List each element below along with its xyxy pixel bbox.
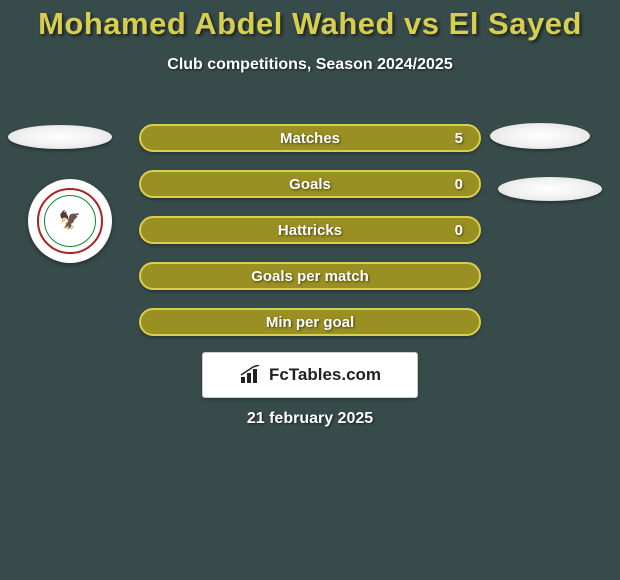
stat-bar-label: Min per goal [266,314,354,331]
subtitle: Club competitions, Season 2024/2025 [0,56,620,74]
club-badge: 🦅 [28,179,112,263]
stat-bar-value: 5 [455,130,463,147]
stat-bar: Hattricks 0 [139,216,481,244]
player-right-placeholder-2 [498,177,602,201]
stats-bars: Matches 5 Goals 0 Hattricks 0 Goals per match M… [139,124,481,354]
page-title: Mohamed Abdel Wahed vs El Sayed [0,0,620,42]
stat-bar-label: Goals [289,176,331,193]
stat-bar: Goals 0 [139,170,481,198]
stat-bar: Matches 5 [139,124,481,152]
player-right-placeholder-1 [490,123,590,149]
club-badge-ring: 🦅 [37,188,103,254]
date-text: 21 february 2025 [0,410,620,428]
bar-chart-icon [239,365,263,385]
stat-bar-label: Matches [280,130,340,147]
club-badge-icon: 🦅 [59,210,81,231]
stat-bar: Min per goal [139,308,481,336]
stat-bar-label: Goals per match [251,268,369,285]
stat-bar-value: 0 [455,222,463,239]
stat-bar-value: 0 [455,176,463,193]
stat-bar: Goals per match [139,262,481,290]
fctables-logo: FcTables.com [202,352,418,398]
stat-bar-label: Hattricks [278,222,342,239]
fctables-logo-text: FcTables.com [269,365,381,385]
player-left-placeholder [8,125,112,149]
